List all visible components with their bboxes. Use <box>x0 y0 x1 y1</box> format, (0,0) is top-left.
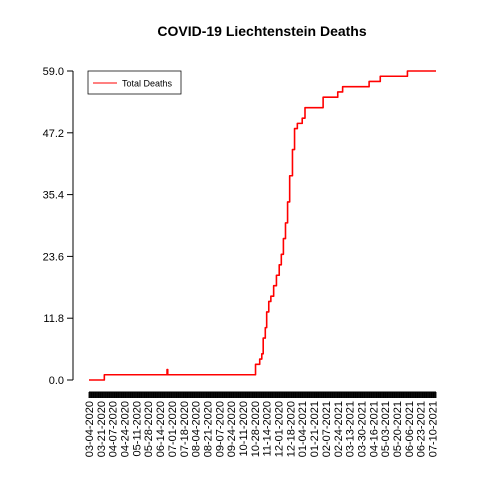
x-tick-label: 08-04-2020 <box>191 401 203 457</box>
x-tick-label: 09-07-2020 <box>214 401 226 457</box>
y-axis: 0.0 11.8 23.6 35.4 47.2 59.0 <box>43 66 74 387</box>
x-tick-label: 05-20-2021 <box>392 401 404 457</box>
x-tick-label: 06-06-2021 <box>404 401 416 457</box>
x-tick-label: 02-07-2021 <box>321 401 333 457</box>
x-tick-label: 03-21-2020 <box>96 401 108 457</box>
x-tick-label: 01-04-2021 <box>297 401 309 457</box>
x-tick-label: 04-24-2020 <box>120 401 132 457</box>
x-tick-label: 07-10-2021 <box>428 401 440 457</box>
x-tick-label: 01-21-2021 <box>309 401 321 457</box>
x-tick-label: 04-16-2021 <box>368 401 380 457</box>
x-tick-label: 10-28-2020 <box>250 401 262 457</box>
x-tick-label: 12-18-2020 <box>285 401 297 457</box>
x-tick-label: 09-24-2020 <box>226 401 238 457</box>
legend-label: Total Deaths <box>122 79 173 89</box>
x-tick-label: 07-18-2020 <box>179 401 191 457</box>
legend: Total Deaths <box>87 70 182 95</box>
y-tick-label: 47.2 <box>43 128 64 140</box>
legend-box <box>87 70 182 95</box>
chart-title: COVID-19 Liechtenstein Deaths <box>157 23 366 39</box>
x-tick-label: 12-01-2020 <box>274 401 286 457</box>
x-tick-label: 10-11-2020 <box>238 401 250 456</box>
x-tick-label: 05-28-2020 <box>143 401 155 457</box>
x-tick-label: 02-24-2021 <box>333 401 345 457</box>
x-tick-label: 11-14-2020 <box>262 401 274 456</box>
x-tick-label: 05-03-2021 <box>380 401 392 457</box>
x-tick-label: 08-21-2020 <box>202 401 214 457</box>
x-tick-label: 03-30-2021 <box>356 401 368 457</box>
x-axis: 03-04-2020 03-21-2020 04-07-2020 04-24-2020… <box>84 391 440 457</box>
x-tick-label: 06-14-2020 <box>155 401 167 457</box>
x-tick-label: 07-01-2020 <box>167 401 179 457</box>
x-tick-label: 03-13-2021 <box>345 401 357 457</box>
y-tick-label: 0.0 <box>49 375 64 387</box>
plot-frame <box>73 58 448 389</box>
y-tick-label: 23.6 <box>43 251 64 263</box>
x-tick-label: 06-23-2021 <box>416 401 428 457</box>
y-tick-label: 35.4 <box>43 190 64 202</box>
x-tick-label: 03-04-2020 <box>84 401 96 457</box>
y-tick-label: 59.0 <box>43 66 64 78</box>
y-tick-label: 11.8 <box>43 313 64 325</box>
series-line <box>89 70 436 381</box>
x-tick-label: 05-11-2020 <box>131 401 143 456</box>
x-tick-label: 04-07-2020 <box>108 401 120 457</box>
series-layer <box>89 70 436 381</box>
